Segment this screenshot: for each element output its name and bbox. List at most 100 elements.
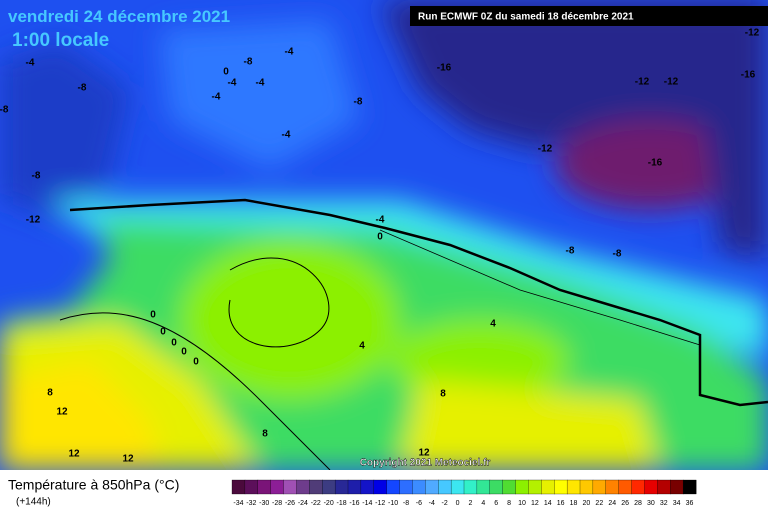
colorbar-cell (657, 479, 671, 495)
colorbar: -34 -32 -30 -28 -26 -24 -22 -20 -18 -16 -14 -12 -10-… (231, 479, 697, 507)
colorbar-cell (541, 479, 555, 495)
contour-label: -8 (566, 246, 575, 257)
colorbar-cell (244, 479, 259, 495)
colorbar-cell (554, 479, 568, 495)
colorbar-cell (373, 479, 388, 495)
contour-label: 0 (377, 232, 383, 243)
colorbar-cell (334, 479, 349, 495)
contour-label: -8 (613, 249, 622, 260)
colorbar-tick-label: 22 (595, 500, 603, 507)
colorbar-cell (579, 479, 594, 495)
run-label: Run ECMWF 0Z du samedi 18 décembre 2021 (418, 12, 634, 23)
contour-label: 8 (262, 429, 268, 440)
copyright: Copyright 2021 Meteociel.fr (360, 458, 491, 469)
colorbar-tick-label: -4 (429, 500, 435, 507)
contour-label: 4 (490, 319, 496, 330)
colorbar-tick-label: 12 (531, 500, 539, 507)
contour-label: -8 (0, 105, 9, 116)
contour-label: 0 (223, 67, 229, 78)
date-title: vendredi 24 décembre 2021 (8, 7, 230, 26)
legend-title: Température à 850hPa (°C) (8, 477, 179, 493)
colorbar-cell (566, 479, 581, 495)
contour-label: -12 (538, 144, 553, 155)
contour-label: 4 (359, 341, 365, 352)
contour-label: -8 (244, 57, 253, 68)
colorbar-cell (605, 479, 620, 495)
contour-label: 0 (181, 347, 187, 358)
colorbar-tick-label: -8 (403, 500, 409, 507)
colorbar-tick-label: 14 (544, 500, 552, 507)
colorbar-cell (296, 479, 310, 495)
contour-label: -12 (635, 77, 650, 88)
colorbar-tick-label: 16 (557, 500, 565, 507)
colorbar-tick-label: 34 (673, 500, 681, 507)
contour-label: -4 (228, 78, 237, 89)
colorbar-tick-label: -22 (311, 500, 321, 507)
colorbar-tick-label: 26 (621, 500, 629, 507)
colorbar-tick-label: 8 (507, 500, 511, 507)
colorbar-cell (592, 479, 607, 495)
colorbar-cell (347, 479, 362, 495)
colorbar-tick-label: 6 (494, 500, 498, 507)
contour-label: 12 (56, 407, 68, 418)
contour-label: -8 (354, 97, 363, 108)
colorbar-cell (322, 479, 336, 495)
contour-label: -12 (745, 28, 760, 39)
colorbar-cell (450, 479, 465, 495)
colorbar-tick-label: -18 (336, 500, 346, 507)
colorbar-tick-label: -10 (388, 500, 398, 507)
colorbar-tick-label: 30 (647, 500, 655, 507)
colorbar-tick-label: -28 (272, 500, 282, 507)
colorbar-cell (360, 479, 375, 495)
map-field (0, 0, 768, 471)
colorbar-cell (528, 479, 542, 495)
time-title: 1:00 locale (12, 30, 109, 51)
colorbar-tick-label: 0 (456, 500, 460, 507)
contour-label: -8 (32, 171, 41, 182)
colorbar-tick-label: 24 (608, 500, 616, 507)
colorbar-cell (270, 479, 285, 495)
colorbar-tick-label: -20 (324, 500, 334, 507)
colorbar-cell (425, 479, 439, 495)
colorbar-cell (438, 479, 452, 495)
colorbar-cell (502, 479, 517, 495)
legend-lead: (+144h) (16, 497, 51, 508)
contour-label: 8 (440, 389, 446, 400)
contour-label: 12 (418, 448, 430, 459)
colorbar-cell (257, 479, 272, 495)
contour-label: -12 (664, 77, 679, 88)
colorbar-tick-label: 20 (583, 500, 591, 507)
colorbar-cell (283, 479, 297, 495)
colorbar-tick-label: -24 (298, 500, 308, 507)
colorbar-cell (682, 479, 697, 495)
contour-label: -8 (78, 83, 87, 94)
colorbar-tick-label: -12 (375, 500, 385, 507)
colorbar-cell (476, 479, 491, 495)
colorbar-tick-label: -32 (246, 500, 256, 507)
contour-label: -4 (376, 215, 385, 226)
colorbar-cell (309, 479, 323, 495)
contour-label: -16 (648, 158, 663, 169)
colorbar-cell (670, 479, 684, 495)
colorbar-tick-label: 18 (570, 500, 578, 507)
colorbar-tick-label: -14 (362, 500, 372, 507)
contour-label: -4 (26, 58, 35, 69)
colorbar-tick-label: -34 (233, 500, 243, 507)
contour-label: -16 (741, 70, 756, 81)
contour-label: -16 (437, 63, 452, 74)
colorbar-tick-label: 36 (686, 500, 694, 507)
contour-label: -4 (282, 130, 291, 141)
colorbar-tick-label: 4 (481, 500, 485, 507)
colorbar-cell (231, 479, 246, 495)
colorbar-tick-label: -6 (416, 500, 422, 507)
colorbar-cell (618, 479, 633, 495)
contour-labels: -12-4-4-80-4 -4-4-8-16-12 -12-16-8-8-4-12-… (0, 28, 760, 465)
contour-label: 0 (171, 338, 177, 349)
colorbar-tick-label: -2 (442, 500, 448, 507)
colorbar-tick-label: -16 (349, 500, 359, 507)
colorbar-cell (515, 479, 529, 495)
run-box (410, 6, 768, 26)
contour-label: 12 (68, 449, 80, 460)
contour-label: 12 (122, 454, 134, 465)
colorbar-cell (399, 479, 413, 495)
